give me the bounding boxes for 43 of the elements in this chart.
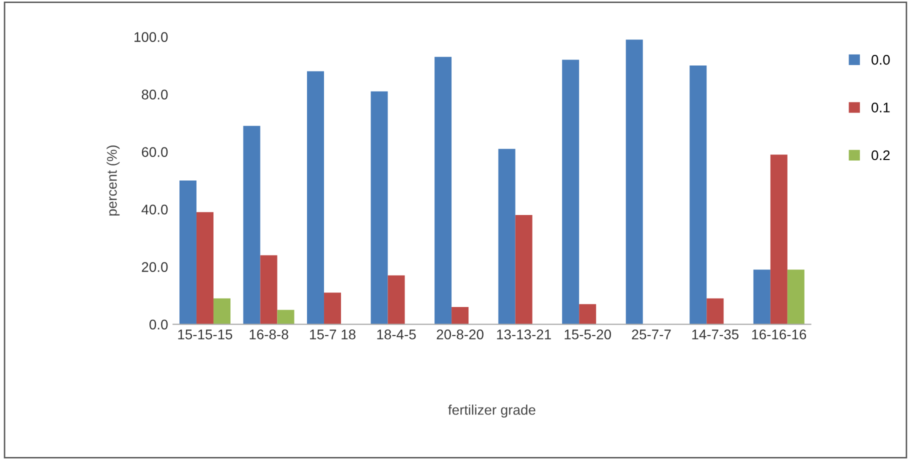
x-tick-label: 15-15-15 xyxy=(178,330,232,340)
bar xyxy=(434,56,452,324)
bar xyxy=(370,91,388,324)
x-tick-label: 16-8-8 xyxy=(250,330,288,340)
bar xyxy=(770,154,788,324)
bar xyxy=(753,270,770,324)
x-tick-label: 25-7-7 xyxy=(632,330,671,340)
y-axis-title: percent (%) xyxy=(106,146,120,216)
legend-label: 0.0 xyxy=(872,54,890,65)
bar xyxy=(324,292,342,324)
legend-label: 0.2 xyxy=(872,150,890,160)
bar xyxy=(626,40,643,324)
x-tick-label: 14-7-35 xyxy=(692,330,738,340)
y-tick-label: 80.0 xyxy=(142,90,168,100)
x-tick-label: 13-13-21 xyxy=(497,330,551,340)
bar xyxy=(498,148,516,324)
bar xyxy=(179,180,196,324)
bar xyxy=(243,126,260,324)
bar xyxy=(452,307,469,324)
bar xyxy=(579,304,596,324)
bar xyxy=(260,255,278,324)
x-tick-label: 16-16-16 xyxy=(752,330,806,340)
bar xyxy=(213,298,230,324)
x-tick-label: 18-4-5 xyxy=(377,330,416,340)
bar xyxy=(562,60,580,324)
bar xyxy=(690,66,707,324)
x-axis-title: fertilizer grade xyxy=(448,404,536,418)
x-tick-label: 15-7 18 xyxy=(310,330,356,340)
y-tick-label: 40.0 xyxy=(142,204,168,214)
x-tick-label: 20-8-20 xyxy=(436,330,484,340)
x-tick-label: 15-5-20 xyxy=(564,330,611,340)
bar xyxy=(196,212,214,324)
legend-label: 0.1 xyxy=(872,102,890,112)
y-tick-label: 60.0 xyxy=(142,147,168,157)
bar xyxy=(787,270,804,324)
bar xyxy=(706,298,724,324)
y-tick-label: 20.0 xyxy=(142,262,168,272)
y-tick-label: 100.0 xyxy=(134,32,168,42)
bar xyxy=(277,310,294,324)
y-tick-label: 0.0 xyxy=(149,320,168,330)
bar xyxy=(388,275,405,324)
bar xyxy=(515,215,532,324)
bar xyxy=(307,71,324,324)
